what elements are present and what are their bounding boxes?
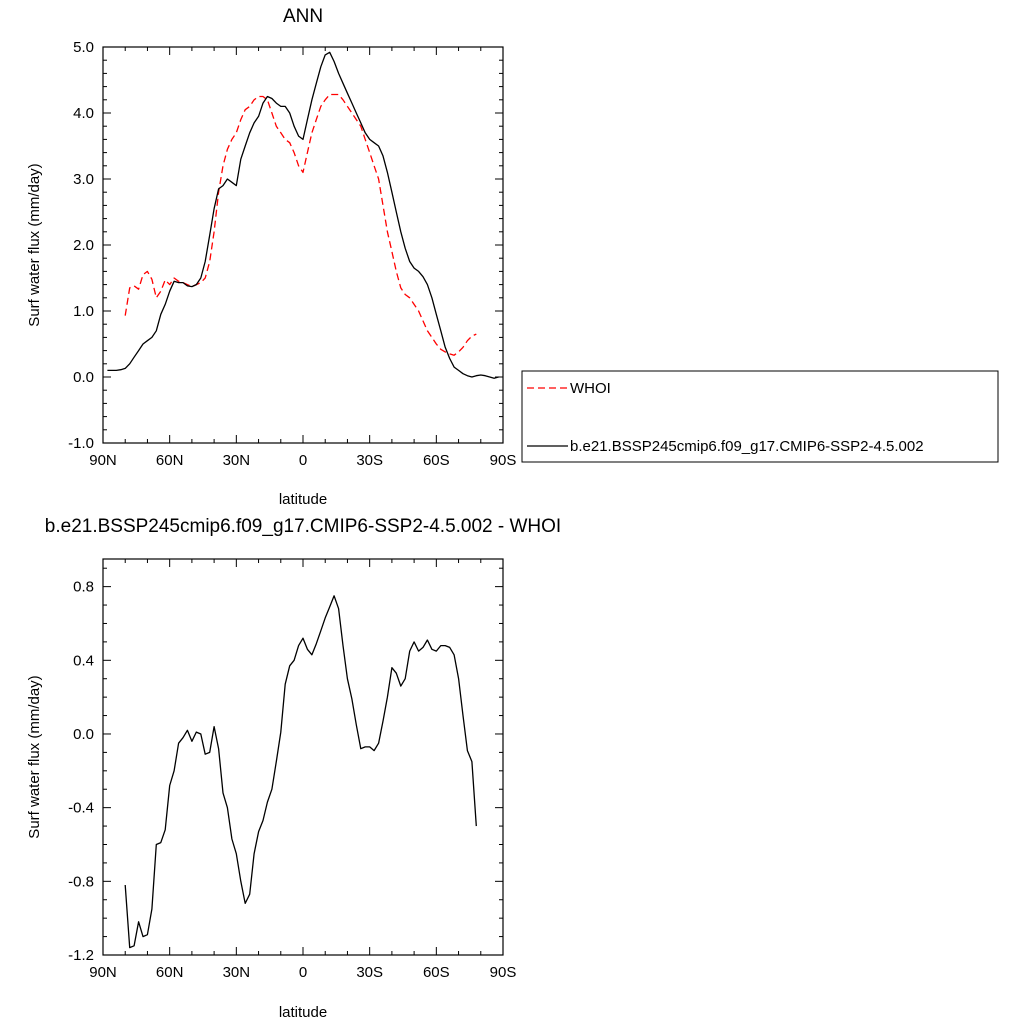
top-panel: ANN 90N 60N 30N 0 30S 60S 90S -1.0 0.0 1.0 2.0 3.0 4… — [26, 6, 516, 508]
top-y-tick-label: -1.0 — [68, 435, 94, 452]
bottom-axis-ticks: 90N 60N 30N 0 30S 60S 90S -1.2 -0.8 -0.4 0.0 0.4 0.8 — [68, 559, 516, 981]
bottom-x-tick-label: 30S — [356, 964, 383, 981]
bottom-x-tick-label: 60S — [423, 964, 450, 981]
bottom-panel: b.e21.BSSP245cmip6.f09_g17.CMIP6-SSP2-4.… — [26, 516, 561, 1021]
top-series-group — [107, 51, 499, 379]
bottom-y-tick-label: 0.4 — [73, 652, 94, 669]
bottom-y-tick-label: -0.4 — [68, 800, 94, 817]
legend-label-model: b.e21.BSSP245cmip6.f09_g17.CMIP6-SSP2-4.… — [570, 438, 924, 455]
top-x-axis-label: latitude — [279, 491, 327, 508]
top-y-tick-label: 4.0 — [73, 105, 94, 122]
bottom-x-axis-label: latitude — [279, 1004, 327, 1021]
bottom-y-tick-label: 0.8 — [73, 579, 94, 596]
top-x-tick-label: 90S — [490, 452, 517, 469]
top-y-axis-label: Surf water flux (mm/day) — [26, 163, 43, 326]
bottom-y-tick-label: -1.2 — [68, 947, 94, 964]
bottom-x-tick-label: 0 — [299, 964, 307, 981]
bottom-y-axis-label: Surf water flux (mm/day) — [26, 675, 43, 838]
top-series-line-whoi — [124, 93, 477, 356]
bottom-y-tick-label: 0.0 — [73, 726, 94, 743]
top-plot-frame — [102, 46, 504, 444]
top-x-tick-label: 60N — [156, 452, 184, 469]
bottom-y-tick-label: -0.8 — [68, 873, 94, 890]
legend-box — [521, 370, 999, 463]
bottom-series-line-difference — [124, 595, 477, 949]
bottom-x-tick-label: 90S — [490, 964, 517, 981]
top-y-tick-label: 0.0 — [73, 369, 94, 386]
top-series-line-model — [107, 51, 499, 379]
top-x-tick-label: 0 — [299, 452, 307, 469]
bottom-x-tick-label: 90N — [89, 964, 117, 981]
legend-label-whoi: WHOI — [570, 380, 611, 397]
bottom-x-tick-label: 60N — [156, 964, 184, 981]
bottom-chart-title: b.e21.BSSP245cmip6.f09_g17.CMIP6-SSP2-4.… — [45, 516, 561, 537]
legend: WHOI b.e21.BSSP245cmip6.f09_g17.CMIP6-SS… — [521, 370, 999, 463]
top-x-tick-label: 30S — [356, 452, 383, 469]
top-y-tick-label: 1.0 — [73, 303, 94, 320]
top-y-tick-label: 2.0 — [73, 237, 94, 254]
top-x-tick-label: 30N — [223, 452, 251, 469]
top-x-tick-label: 90N — [89, 452, 117, 469]
top-y-tick-label: 5.0 — [73, 39, 94, 56]
bottom-plot-frame — [102, 558, 504, 956]
top-chart-title: ANN — [283, 6, 323, 27]
top-x-tick-label: 60S — [423, 452, 450, 469]
bottom-x-tick-label: 30N — [223, 964, 251, 981]
top-y-tick-label: 3.0 — [73, 171, 94, 188]
bottom-series-group — [124, 595, 477, 949]
top-axis-ticks: 90N 60N 30N 0 30S 60S 90S -1.0 0.0 1.0 2.0 3.0 4.0 5.… — [68, 39, 516, 469]
